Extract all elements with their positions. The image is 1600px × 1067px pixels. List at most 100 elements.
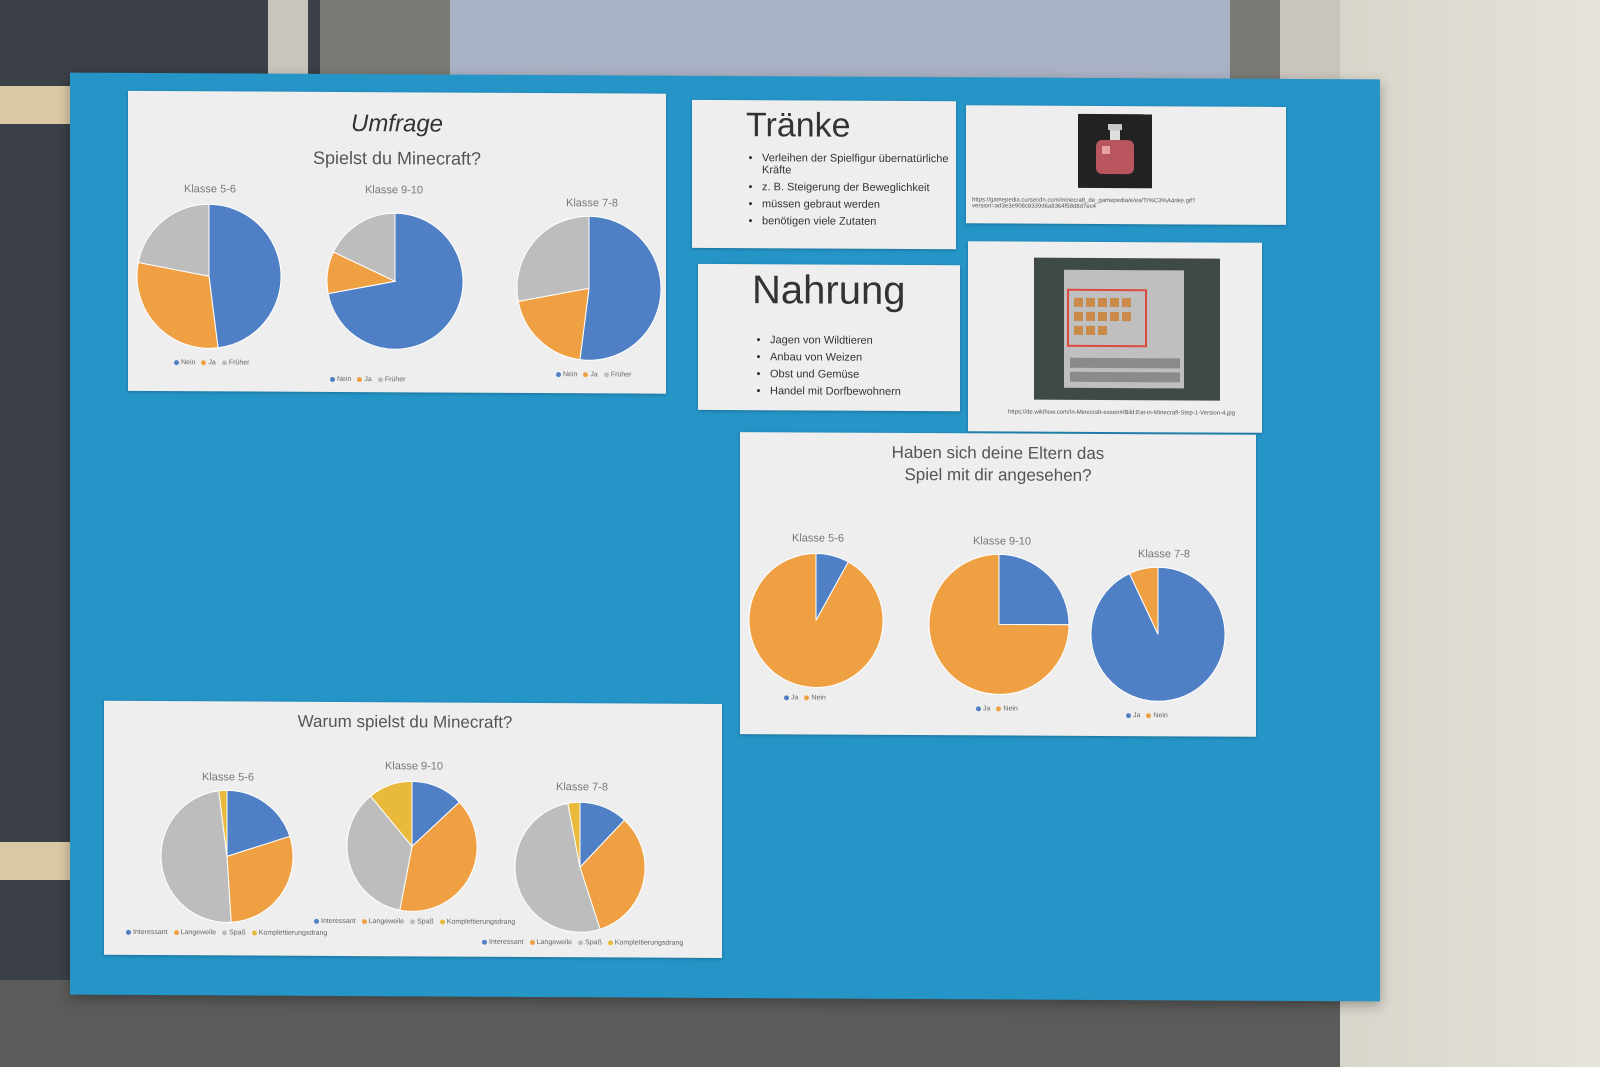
wall-background <box>1340 0 1600 1067</box>
legend-dot <box>221 360 227 366</box>
legend-label: Ja <box>983 705 991 713</box>
pie-legend: Nein Ja Früher <box>168 359 250 367</box>
legend-label: Ja <box>1133 712 1141 720</box>
pie-label: Klasse 9-10 <box>972 535 1032 548</box>
potion-image-sheet: https://gamepedia.cursecdn.com/minecraft… <box>966 105 1286 225</box>
pie-label: Klasse 9-10 <box>364 184 424 197</box>
pie-chart-eltern-7-8 <box>1090 566 1226 702</box>
legend-label: Interessant <box>133 928 168 937</box>
minecraft-inventory-image <box>1034 257 1220 401</box>
pie-chart-eltern-5-6 <box>748 552 884 688</box>
pie-chart-umfrage-5-6 <box>136 203 282 349</box>
legend-dot <box>361 918 367 924</box>
warum-sheet: Warum spielst du Minecraft? Klasse 5-6 K… <box>104 700 722 958</box>
pie-chart-warum-5-6 <box>160 789 294 923</box>
pie-slice-früher <box>332 212 396 283</box>
pie-slice-langeweile <box>226 835 294 923</box>
legend-dot <box>556 371 561 377</box>
pie-legend: Ja Nein <box>778 694 826 702</box>
legend-label: Komplettierungsdrang <box>614 939 684 947</box>
legend-dot <box>174 359 179 365</box>
list-item: müssen gebraut werden <box>762 198 962 211</box>
legend-label: Langeweile <box>536 939 573 947</box>
legend-dot <box>173 929 179 935</box>
pie-slice-komplettierungsdrang <box>567 801 581 868</box>
legend-dot <box>529 939 535 945</box>
pie-chart-umfrage-9-10 <box>326 212 464 350</box>
pie-label: Klasse 5-6 <box>792 532 844 545</box>
legend-label: Nein <box>181 359 196 367</box>
pie-label: Klasse 9-10 <box>384 760 444 773</box>
legend-dot <box>1146 712 1152 718</box>
legend-label: Nein <box>563 371 578 379</box>
legend-dot <box>804 695 810 701</box>
legend-label: Früher <box>610 371 632 379</box>
source-url: https://de.wikihow.com/In-Minecraft-esse… <box>1008 409 1236 417</box>
list-item: Obst und Gemüse <box>770 368 970 381</box>
nahrung-list: Jagen von Wildtieren Anbau von Weizen Ob… <box>752 334 970 403</box>
potion-image <box>1078 113 1152 189</box>
legend-dot <box>603 372 609 378</box>
poster-board: Umfrage Spielst du Minecraft? Klasse 5-6… <box>70 72 1380 1002</box>
list-item: Handel mit Dorfbewohnern <box>770 385 970 398</box>
pie-label: Klasse 7-8 <box>556 781 608 794</box>
pie-legend: Interessant Langeweile Spaß Komplettierungs… <box>308 918 515 926</box>
pie-slice-nein <box>928 553 1070 695</box>
nahrung-title: Nahrung <box>752 268 906 313</box>
eltern-question-line2: Spiel mit dir angesehen? <box>904 464 1092 485</box>
legend-label: Nein <box>337 375 352 384</box>
legend-label: Interessant <box>489 938 524 946</box>
potion-icon <box>1096 124 1134 175</box>
legend-dot <box>126 929 131 935</box>
legend-dot <box>583 371 589 377</box>
pie-slice-spaß <box>346 795 413 911</box>
inventory-icon <box>1064 269 1184 389</box>
pie-legend: Interessant Langeweile Spaß Komplettierungs… <box>476 939 683 947</box>
legend-label: Komplettierungsdrang <box>446 918 516 926</box>
legend-dot <box>976 705 981 711</box>
pie-legend: Nein Ja Früher <box>550 371 632 379</box>
legend-label: Spaß <box>229 929 246 937</box>
list-item: Verleihen der Spielfigur übernatürliche … <box>762 152 962 177</box>
pie-slice-früher <box>516 215 590 302</box>
legend-dot <box>314 918 319 924</box>
pie-legend: Ja Nein <box>970 705 1018 713</box>
pie-slice-nein <box>748 552 884 688</box>
legend-dot <box>784 694 789 700</box>
pie-chart-umfrage-7-8 <box>516 215 662 361</box>
pie-slice-ja <box>998 553 1070 626</box>
legend-label: Ja <box>208 359 216 367</box>
legend-label: Spaß <box>585 939 602 947</box>
pie-label: Klasse 7-8 <box>566 197 618 210</box>
legend-dot <box>410 919 416 925</box>
pie-chart-eltern-9-10 <box>928 553 1070 695</box>
pie-slice-nein <box>579 215 662 361</box>
eltern-sheet: Haben sich deine Eltern das Spiel mit di… <box>740 432 1256 737</box>
pie-label: Klasse 5-6 <box>202 771 254 784</box>
list-item: z. B. Steigerung der Beweglichkeit <box>762 181 962 194</box>
pie-slice-komplettierungsdrang <box>369 780 413 848</box>
legend-label: Langeweile <box>180 929 217 937</box>
legend-dot <box>251 930 257 936</box>
pie-slice-nein <box>208 203 282 349</box>
umfrage-question: Spielst du Minecraft? <box>312 147 482 169</box>
umfrage-sheet: Umfrage Spielst du Minecraft? Klasse 5-6… <box>128 90 666 394</box>
umfrage-heading: Umfrage <box>350 110 444 138</box>
traenke-list: Verleihen der Spielfigur übernatürliche … <box>744 152 962 233</box>
legend-dot <box>201 359 207 365</box>
legend-dot <box>222 930 228 936</box>
pie-slice-spaß <box>514 802 601 933</box>
legend-label: Ja <box>364 376 372 384</box>
legend-dot <box>330 376 335 382</box>
pie-slice-ja <box>517 287 590 361</box>
pie-slice-ja <box>136 261 219 349</box>
pie-chart-warum-7-8 <box>514 801 646 933</box>
pie-label: Klasse 7-8 <box>1138 548 1190 561</box>
legend-label: Früher <box>384 376 406 384</box>
list-item: Anbau von Weizen <box>770 351 970 364</box>
pie-slice-komplettierungsdrang <box>218 789 228 857</box>
pie-slice-langeweile <box>579 819 646 930</box>
pie-slice-nein <box>1128 566 1159 635</box>
legend-label: Früher <box>228 359 250 367</box>
pie-slice-interessant <box>226 789 291 858</box>
